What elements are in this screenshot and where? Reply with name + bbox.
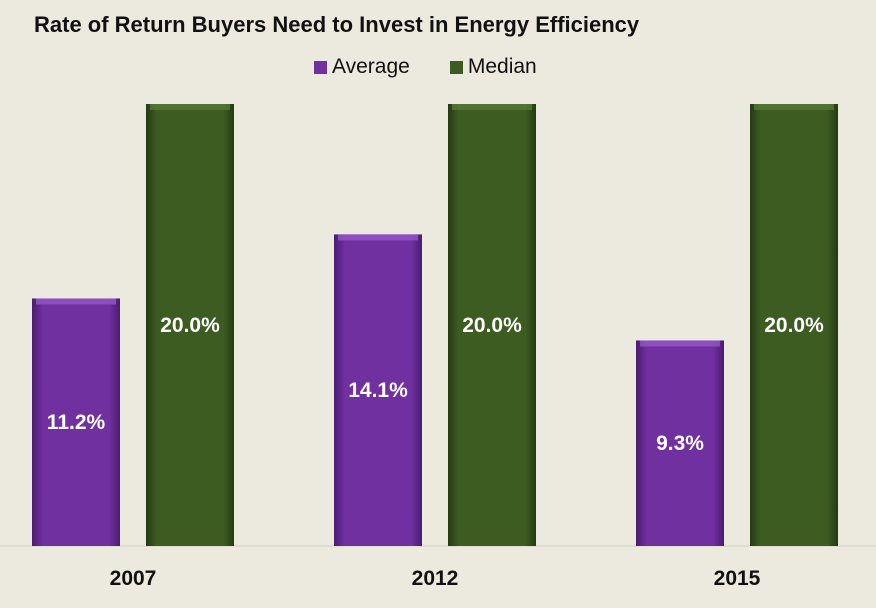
x-tick-label-2007: 2007 bbox=[110, 567, 157, 590]
data-label-average-2012: 14.1% bbox=[348, 379, 408, 402]
bar-top-average-2012 bbox=[338, 234, 418, 241]
legend-label-average: Average bbox=[332, 55, 410, 78]
data-label-median-2007: 20.0% bbox=[160, 314, 220, 337]
bar-median-2015 bbox=[750, 104, 838, 546]
legend-item-average: Average bbox=[314, 55, 410, 79]
data-label-median-2015: 20.0% bbox=[764, 314, 824, 337]
bar-top-median-2007 bbox=[150, 104, 230, 110]
x-tick-label-2012: 2012 bbox=[412, 567, 459, 590]
bar-top-median-2012 bbox=[452, 104, 532, 110]
data-label-average-2015: 9.3% bbox=[656, 432, 704, 455]
data-label-median-2012: 20.0% bbox=[462, 314, 522, 337]
bar-average-2015 bbox=[636, 340, 724, 546]
legend-swatch-average bbox=[314, 60, 327, 74]
bar-median-2012 bbox=[448, 104, 536, 546]
bar-average-2012 bbox=[334, 234, 422, 546]
legend-item-median: Median bbox=[449, 55, 537, 79]
x-tick-label-2015: 2015 bbox=[714, 567, 761, 590]
bar-median-2007 bbox=[146, 104, 234, 546]
bar-top-median-2015 bbox=[754, 104, 834, 110]
legend: Average Median bbox=[314, 55, 577, 79]
legend-swatch-median bbox=[449, 60, 463, 74]
chart-title: Rate of Return Buyers Need to Invest in … bbox=[34, 12, 640, 37]
legend-label-median: Median bbox=[467, 55, 537, 78]
bar-average-2007 bbox=[32, 298, 120, 546]
data-label-average-2007: 11.2% bbox=[47, 411, 106, 434]
bar-top-average-2007 bbox=[36, 298, 116, 305]
bar-top-average-2015 bbox=[640, 340, 720, 347]
